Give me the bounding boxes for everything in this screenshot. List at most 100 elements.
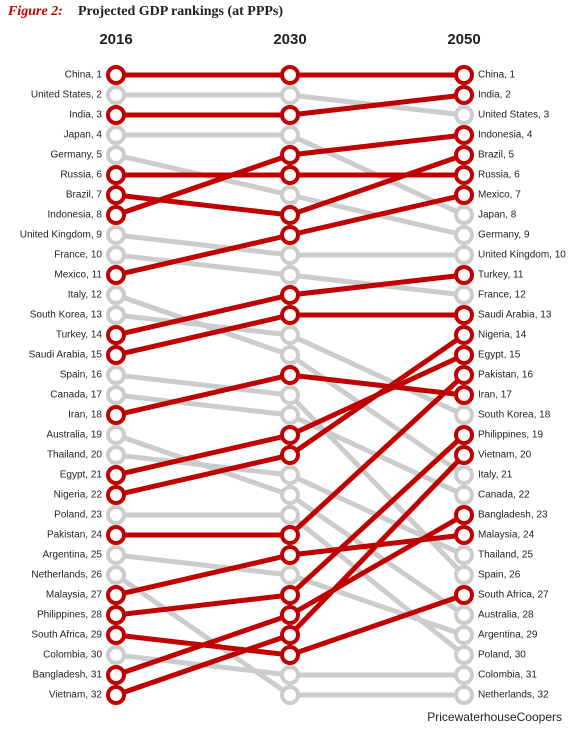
rank-marker (454, 165, 474, 185)
rank-marker (280, 305, 300, 325)
rank-label: Philippines, 19 (478, 430, 543, 441)
rank-marker (280, 65, 300, 85)
rank-marker (280, 325, 300, 345)
rank-marker (280, 405, 300, 425)
column-header: 2050 (447, 31, 480, 48)
rank-label: Russia, 6 (60, 170, 102, 181)
rank-marker (454, 245, 474, 265)
rank-label: United Kingdom, 9 (20, 230, 103, 241)
rank-marker (280, 465, 300, 485)
rank-marker (280, 345, 300, 365)
rank-label: Egypt, 15 (478, 350, 521, 361)
rank-label: South Africa, 29 (31, 630, 102, 641)
rank-label: Iran, 18 (68, 410, 102, 421)
rank-marker (106, 545, 126, 565)
rank-marker (454, 205, 474, 225)
rank-label: Brazil, 5 (478, 150, 515, 161)
rank-marker (106, 425, 126, 445)
rank-label: Japan, 8 (478, 210, 517, 221)
rank-label: Philippines, 28 (37, 610, 102, 621)
rank-label: South Korea, 18 (478, 410, 551, 421)
rank-marker (454, 445, 474, 465)
rank-marker (106, 225, 126, 245)
rank-label: Poland, 23 (54, 510, 102, 521)
rank-label: Saudi Arabia, 15 (29, 350, 103, 361)
rank-label: Thailand, 20 (47, 450, 102, 461)
rank-marker (280, 665, 300, 685)
rank-label: Australia, 19 (46, 430, 102, 441)
rank-label: South Korea, 13 (30, 310, 103, 321)
rank-marker (454, 545, 474, 565)
rank-marker (106, 285, 126, 305)
rank-marker (454, 565, 474, 585)
rank-marker (106, 605, 126, 625)
rank-marker (106, 685, 126, 705)
rank-label: Argentina, 29 (478, 630, 538, 641)
rank-marker (280, 105, 300, 125)
rank-marker (454, 225, 474, 245)
rank-label: Brazil, 7 (66, 190, 103, 201)
rank-marker (280, 565, 300, 585)
rank-marker (280, 265, 300, 285)
rank-marker (106, 125, 126, 145)
rank-marker (454, 305, 474, 325)
rank-marker (106, 465, 126, 485)
rank-label: Pakistan, 24 (47, 530, 102, 541)
rank-marker (106, 565, 126, 585)
rank-marker (280, 225, 300, 245)
rank-marker (454, 145, 474, 165)
rank-marker (280, 485, 300, 505)
rank-marker (454, 645, 474, 665)
source: PricewaterhouseCoopers (427, 710, 562, 724)
rank-marker (106, 665, 126, 685)
rank-marker (454, 65, 474, 85)
column-header: 2030 (273, 31, 306, 48)
rank-label: Vietnam, 20 (478, 450, 532, 461)
rank-marker (454, 365, 474, 385)
rank-marker (454, 85, 474, 105)
rank-label: Spain, 16 (60, 370, 103, 381)
rank-label: Nigeria, 22 (54, 490, 103, 501)
rank-label: Nigeria, 14 (478, 330, 527, 341)
rank-label: Mexico, 7 (478, 190, 521, 201)
rank-label: Egypt, 21 (60, 470, 103, 481)
rank-marker (106, 485, 126, 505)
rank-label: Germany, 9 (478, 230, 530, 241)
rank-marker (454, 685, 474, 705)
rank-marker (280, 145, 300, 165)
rank-marker (106, 105, 126, 125)
rank-marker (280, 385, 300, 405)
rank-label: Indonesia, 8 (48, 210, 103, 221)
rank-marker (454, 425, 474, 445)
rank-marker (106, 385, 126, 405)
rank-label: United States, 2 (31, 90, 103, 101)
rank-label: Bangladesh, 23 (478, 510, 548, 521)
rank-marker (106, 445, 126, 465)
rank-marker (454, 385, 474, 405)
rank-marker (280, 445, 300, 465)
rank-marker (106, 505, 126, 525)
rank-label: United States, 3 (478, 110, 550, 121)
rank-marker (106, 245, 126, 265)
rank-marker (280, 245, 300, 265)
title-label: Figure 2: (7, 4, 63, 19)
rank-label: Canada, 22 (478, 490, 530, 501)
rank-label: Russia, 6 (478, 170, 520, 181)
rank-marker (454, 625, 474, 645)
rank-label: France, 12 (478, 290, 526, 301)
rank-label: Colombia, 30 (43, 650, 102, 661)
rank-marker (454, 505, 474, 525)
rank-label: Italy, 12 (68, 290, 103, 301)
rank-marker (280, 605, 300, 625)
rank-label: India, 2 (478, 90, 511, 101)
rank-marker (106, 365, 126, 385)
rank-marker (106, 405, 126, 425)
column-header: 2016 (99, 31, 132, 48)
rank-marker (280, 525, 300, 545)
chart-title: Projected GDP rankings (at PPPs) (78, 4, 283, 19)
rank-label: Netherlands, 32 (478, 690, 549, 701)
rank-marker (454, 665, 474, 685)
rank-label: South Africa, 27 (478, 590, 549, 601)
